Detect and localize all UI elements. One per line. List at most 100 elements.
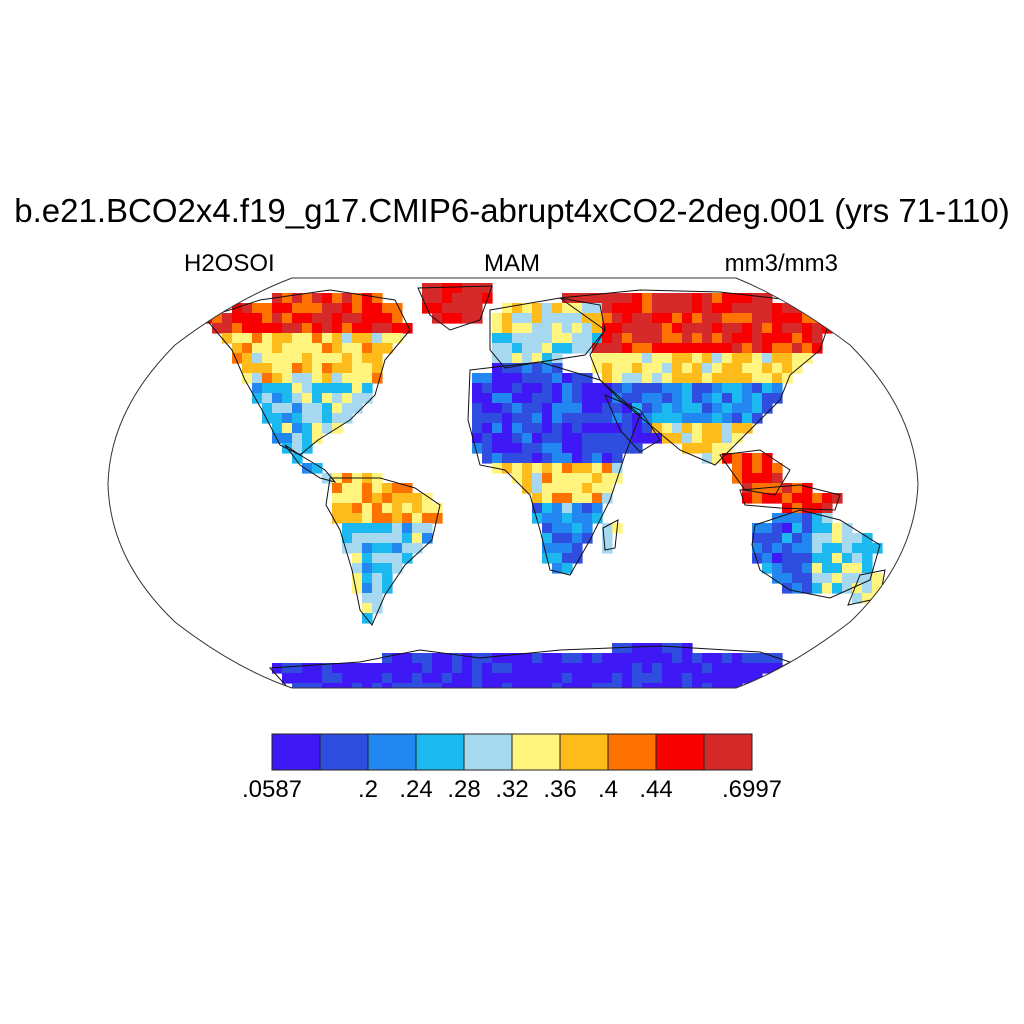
land-cell: [722, 433, 733, 444]
land-cell: [352, 573, 363, 584]
land-cell: [572, 433, 583, 444]
land-cell: [822, 563, 833, 574]
land-cell: [652, 323, 663, 334]
land-cell: [522, 303, 533, 314]
land-cell: [422, 673, 433, 684]
land-cell: [602, 653, 613, 664]
land-cell: [502, 323, 513, 334]
land-cell: [412, 673, 423, 684]
land-cell: [632, 363, 643, 374]
land-cell: [752, 323, 763, 334]
land-cell: [322, 353, 333, 364]
land-cell: [272, 363, 283, 374]
land-cell: [252, 393, 263, 404]
land-cell: [752, 473, 763, 484]
land-cell: [602, 393, 613, 404]
land-cell: [772, 323, 783, 334]
land-cell: [552, 683, 563, 688]
land-cell: [462, 683, 473, 688]
land-cell: [352, 483, 363, 494]
land-cell: [532, 433, 543, 444]
land-cell: [392, 333, 403, 344]
colorbar-tick-label: .24: [399, 776, 433, 803]
land-cell: [842, 563, 853, 574]
land-cell: [552, 563, 563, 574]
land-cell: [802, 533, 813, 544]
land-cell: [432, 283, 443, 294]
land-cell: [752, 403, 763, 414]
land-cell: [512, 303, 523, 314]
land-cell: [572, 313, 583, 324]
land-cell: [252, 343, 263, 354]
land-cell: [782, 513, 793, 524]
land-cell: [502, 683, 513, 688]
land-cell: [302, 423, 313, 434]
land-cell: [602, 673, 613, 684]
land-cell: [642, 303, 653, 314]
land-cell: [752, 373, 763, 384]
land-cell: [772, 653, 783, 664]
coastline: [467, 361, 641, 576]
land-cell: [592, 343, 603, 354]
land-cell: [732, 473, 743, 484]
land-cell: [612, 433, 623, 444]
land-cell: [742, 303, 753, 314]
land-cell: [362, 553, 373, 564]
land-cell: [782, 373, 793, 384]
land-cell: [342, 333, 353, 344]
land-cell: [522, 383, 533, 394]
land-cell: [702, 353, 713, 364]
land-cell: [502, 673, 513, 684]
land-cell: [412, 493, 423, 504]
land-cell: [782, 343, 793, 354]
land-cell: [342, 393, 353, 404]
land-cell: [502, 463, 513, 474]
land-cell: [552, 443, 563, 454]
land-cell: [692, 393, 703, 404]
land-cell: [672, 373, 683, 384]
land-cell: [212, 313, 223, 324]
land-cell: [672, 293, 683, 304]
land-cell: [282, 373, 293, 384]
land-cell: [802, 573, 813, 584]
land-cell: [682, 313, 693, 324]
land-cell: [802, 323, 813, 334]
land-cell: [692, 343, 703, 354]
land-cell: [342, 303, 353, 314]
land-cell: [552, 523, 563, 534]
land-cell: [312, 683, 323, 688]
land-cell: [852, 583, 863, 594]
land-cell: [722, 363, 733, 374]
land-cell: [722, 343, 733, 354]
land-cell: [562, 433, 573, 444]
land-cell: [782, 313, 793, 324]
land-cell: [572, 323, 583, 334]
land-cell: [582, 513, 593, 524]
land-cell: [312, 343, 323, 354]
land-cell: [812, 583, 823, 594]
land-cell: [732, 383, 743, 394]
land-cell: [672, 643, 683, 654]
land-cell: [732, 653, 743, 664]
land-cell: [622, 663, 633, 674]
land-cell: [542, 433, 553, 444]
land-cell: [382, 533, 393, 544]
land-cell: [512, 323, 523, 334]
land-cell: [292, 353, 303, 364]
land-cell: [592, 493, 603, 504]
land-cell: [522, 653, 533, 664]
land-cell: [482, 383, 493, 394]
land-cell: [762, 463, 773, 474]
land-cell: [522, 683, 533, 688]
land-cell: [522, 333, 533, 344]
land-cell: [652, 343, 663, 354]
land-cell: [672, 673, 683, 684]
land-cell: [382, 553, 393, 564]
land-cell: [302, 413, 313, 424]
land-cell: [372, 683, 383, 688]
land-cell: [272, 303, 283, 314]
land-cell: [602, 363, 613, 374]
land-cell: [362, 293, 373, 304]
land-cell: [652, 653, 663, 664]
land-cell: [542, 303, 553, 314]
